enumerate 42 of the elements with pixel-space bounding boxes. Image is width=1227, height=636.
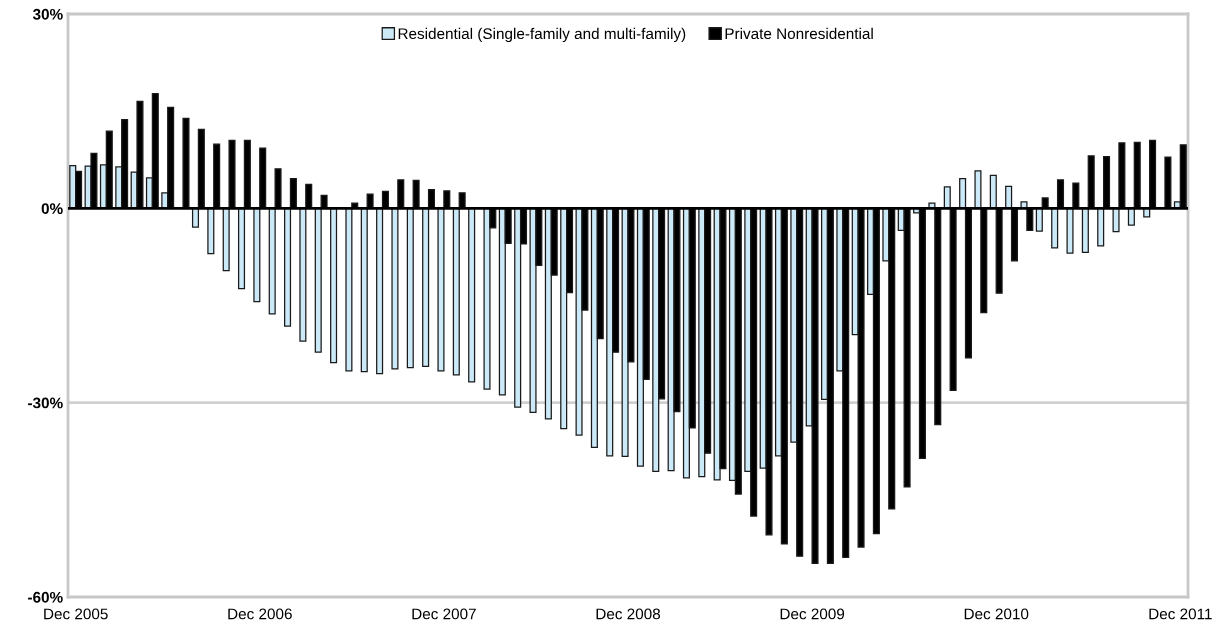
bar	[943, 186, 951, 209]
bar	[207, 207, 215, 255]
bar	[345, 207, 353, 372]
bar	[314, 207, 322, 353]
y-tick-label: 0%	[41, 203, 63, 215]
legend-label: Private Nonresidential	[725, 27, 873, 40]
bar	[468, 207, 476, 383]
bar	[391, 207, 399, 370]
bar	[1066, 207, 1074, 254]
x-tick-label: Dec 2011	[1149, 608, 1212, 620]
bar	[1097, 207, 1105, 247]
bar	[989, 174, 997, 209]
x-tick-label: Dec 2010	[964, 608, 1029, 620]
bar	[268, 207, 276, 315]
y-tick-label: -30%	[28, 397, 63, 409]
bar	[360, 207, 368, 373]
x-tick-label: Dec 2009	[780, 608, 845, 620]
bar	[437, 207, 445, 372]
bar	[299, 207, 307, 342]
x-tick-label: Dec 2006	[228, 608, 292, 620]
bar	[253, 207, 261, 303]
bar	[330, 207, 338, 364]
bar	[284, 207, 292, 327]
bar	[237, 207, 246, 290]
x-tick-label: Dec 2008	[596, 608, 661, 620]
bar	[222, 207, 230, 272]
bar	[1005, 185, 1013, 209]
bar	[422, 207, 430, 368]
bar	[1112, 207, 1120, 233]
legend-label: Residential (Single-family and multi-family)	[398, 27, 686, 43]
bar	[406, 207, 414, 369]
bar	[974, 170, 982, 209]
y-tick-label: 30%	[32, 8, 63, 20]
bar	[1081, 207, 1089, 254]
y-tick-label: -60%	[28, 591, 63, 603]
bar	[1051, 207, 1059, 249]
bar	[959, 177, 967, 209]
x-tick-label: Dec 2005	[44, 608, 108, 620]
x-tick-label: Dec 2007	[412, 608, 476, 620]
bar	[376, 207, 384, 375]
bar	[1035, 207, 1043, 232]
bar	[452, 207, 460, 376]
